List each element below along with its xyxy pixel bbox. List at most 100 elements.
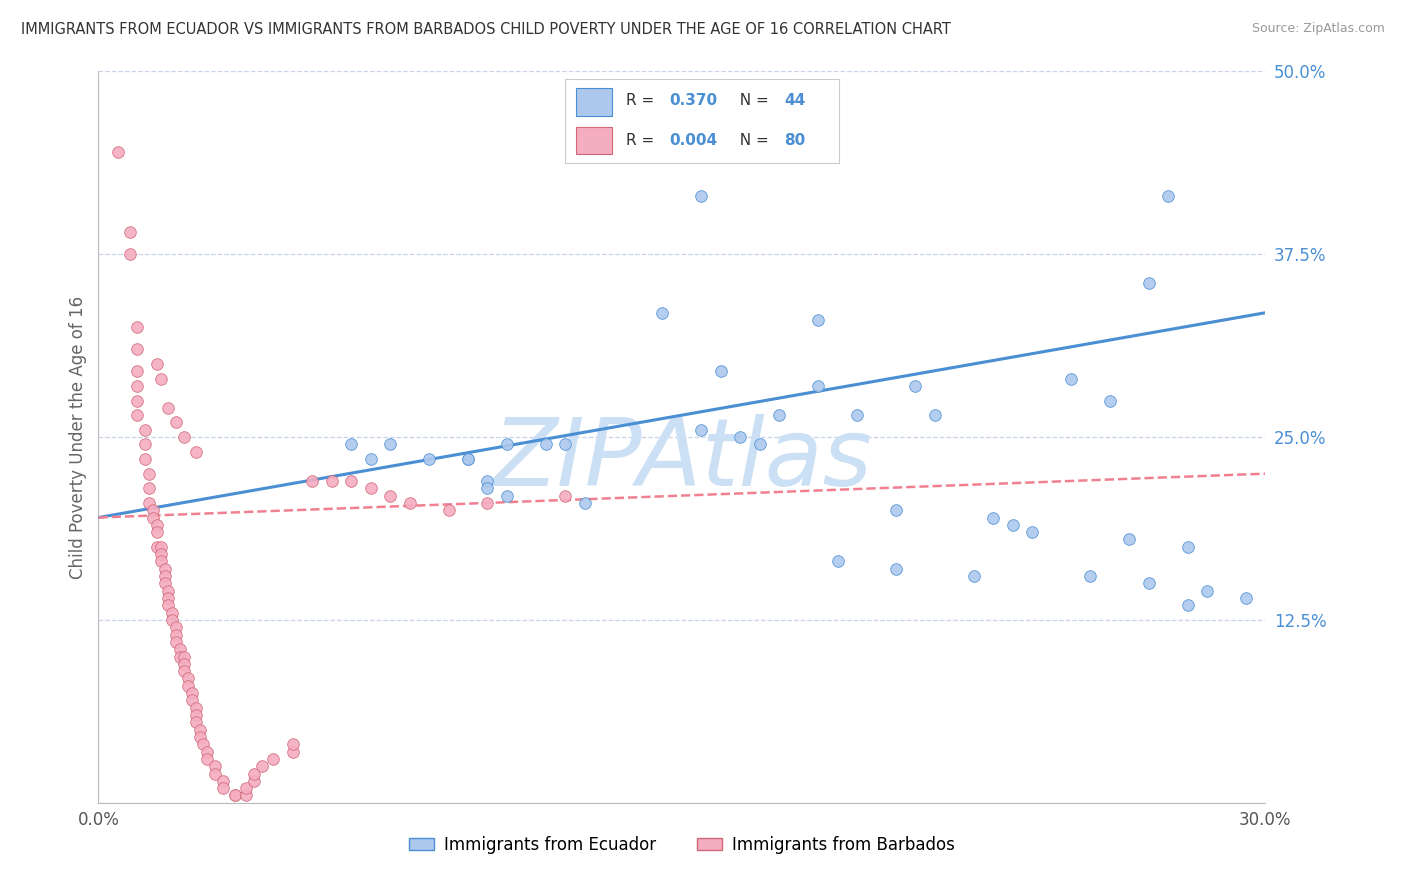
Point	[1234, 591, 1257, 605]
Point	[690, 188, 713, 202]
Point	[1137, 576, 1160, 591]
Point	[134, 437, 156, 451]
Point	[360, 481, 382, 495]
Point	[574, 496, 596, 510]
Point	[651, 306, 673, 320]
Point	[710, 364, 733, 378]
Point	[157, 583, 180, 598]
Point	[846, 408, 869, 422]
Point	[153, 562, 176, 576]
Point	[146, 525, 169, 540]
Point	[138, 496, 160, 510]
Point	[180, 686, 202, 700]
Point	[118, 225, 141, 239]
Point	[235, 781, 257, 796]
Point	[884, 503, 907, 517]
Point	[690, 115, 713, 129]
Point	[173, 657, 195, 671]
Point	[1195, 583, 1218, 598]
Point	[340, 474, 363, 488]
Point	[127, 379, 149, 393]
Point	[827, 554, 849, 568]
Point	[134, 452, 156, 467]
Point	[146, 540, 169, 554]
Point	[398, 496, 420, 510]
Point	[243, 766, 266, 780]
Point	[224, 789, 246, 803]
Point	[142, 503, 165, 517]
Point	[418, 452, 440, 467]
Point	[690, 423, 713, 437]
Point	[768, 408, 790, 422]
Point	[188, 730, 211, 744]
Text: Source: ZipAtlas.com: Source: ZipAtlas.com	[1251, 22, 1385, 36]
Point	[153, 569, 176, 583]
Point	[554, 437, 576, 451]
Point	[962, 569, 984, 583]
Point	[360, 452, 382, 467]
Point	[204, 759, 226, 773]
Point	[146, 517, 169, 532]
Point	[184, 715, 207, 730]
Point	[457, 452, 479, 467]
Point	[173, 649, 195, 664]
Point	[1060, 371, 1083, 385]
Point	[162, 606, 184, 620]
Point	[924, 408, 946, 422]
Point	[149, 547, 172, 561]
Point	[904, 379, 927, 393]
Point	[224, 789, 246, 803]
Point	[554, 489, 576, 503]
Point	[169, 649, 191, 664]
Point	[180, 693, 202, 707]
Point	[146, 357, 169, 371]
Point	[281, 737, 304, 751]
Text: IMMIGRANTS FROM ECUADOR VS IMMIGRANTS FROM BARBADOS CHILD POVERTY UNDER THE AGE : IMMIGRANTS FROM ECUADOR VS IMMIGRANTS FR…	[21, 22, 950, 37]
Point	[807, 379, 830, 393]
Point	[1137, 277, 1160, 291]
Point	[193, 737, 215, 751]
Point	[138, 467, 160, 481]
Point	[730, 430, 752, 444]
Point	[173, 430, 195, 444]
Point	[134, 423, 156, 437]
Point	[477, 474, 499, 488]
Point	[157, 401, 180, 415]
Text: ZIPAtlas: ZIPAtlas	[492, 414, 872, 505]
Point	[157, 591, 180, 605]
Point	[177, 672, 200, 686]
Point	[184, 444, 207, 458]
Point	[477, 481, 499, 495]
Point	[748, 437, 770, 451]
Point	[165, 620, 187, 634]
Point	[162, 613, 184, 627]
Point	[127, 343, 149, 357]
Point	[281, 745, 304, 759]
Point	[1001, 517, 1024, 532]
Point	[149, 371, 172, 385]
Point	[212, 781, 235, 796]
Point	[149, 554, 172, 568]
Point	[149, 540, 172, 554]
Point	[107, 145, 129, 159]
Point	[165, 416, 187, 430]
Point	[235, 789, 257, 803]
Point	[250, 759, 273, 773]
Point	[1177, 540, 1199, 554]
Point	[807, 313, 830, 327]
Point	[184, 700, 207, 714]
Point	[1118, 533, 1140, 547]
Point	[127, 364, 149, 378]
Point	[1098, 393, 1121, 408]
Point	[118, 247, 141, 261]
Point	[981, 510, 1004, 524]
Point	[243, 773, 266, 788]
Point	[1080, 569, 1102, 583]
Point	[127, 320, 149, 334]
Point	[212, 773, 235, 788]
Point	[188, 723, 211, 737]
Point	[142, 510, 165, 524]
Point	[301, 474, 323, 488]
Point	[204, 766, 226, 780]
Point	[477, 496, 499, 510]
